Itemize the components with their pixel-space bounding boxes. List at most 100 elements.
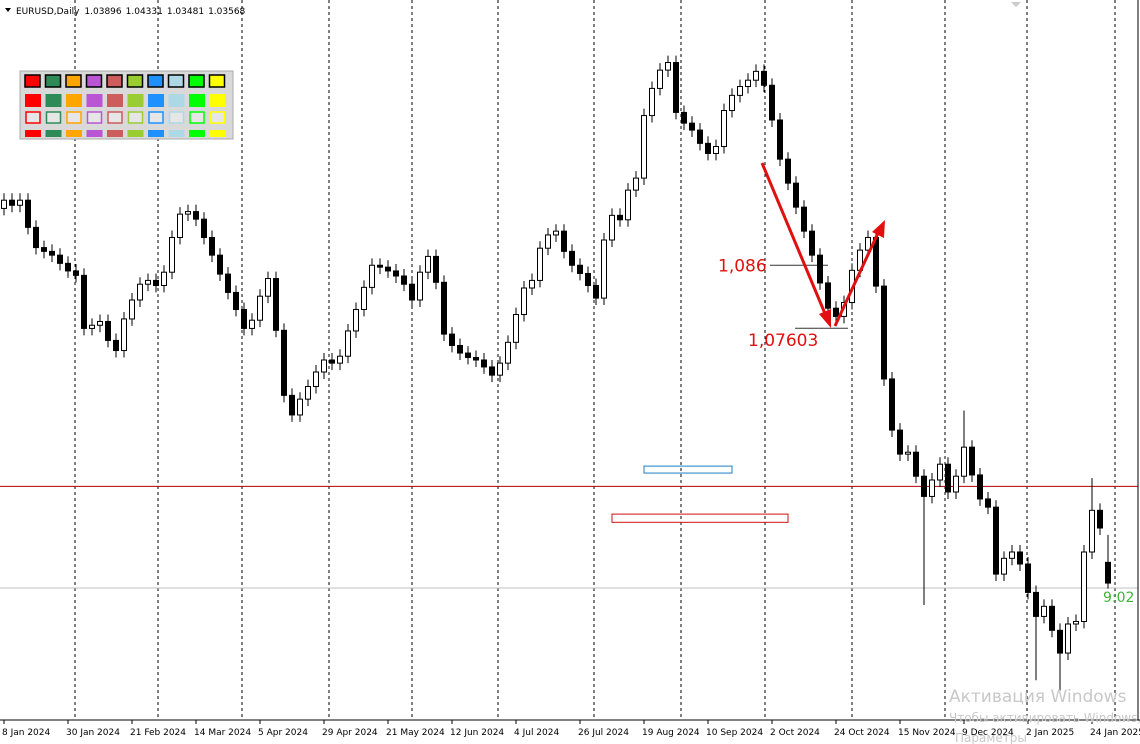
candle-body bbox=[905, 451, 911, 455]
swatch-bar[interactable] bbox=[168, 130, 185, 137]
candle-body bbox=[393, 270, 399, 277]
color-palette[interactable] bbox=[19, 70, 234, 140]
swatch-bar[interactable] bbox=[148, 130, 164, 137]
candle-body bbox=[697, 129, 703, 144]
swatch-bar[interactable] bbox=[189, 130, 205, 137]
swatch-filled[interactable] bbox=[45, 94, 62, 107]
swatch-outline[interactable] bbox=[66, 111, 82, 124]
swatch-bordered[interactable] bbox=[147, 74, 164, 88]
swatch-bordered[interactable] bbox=[85, 74, 103, 88]
candle-body bbox=[785, 158, 791, 184]
candle-body bbox=[209, 236, 215, 256]
candle-body bbox=[873, 236, 879, 287]
candle-body bbox=[793, 182, 799, 208]
candle-body bbox=[121, 318, 127, 352]
swatch-filled[interactable] bbox=[25, 94, 41, 107]
swatch-bar[interactable] bbox=[209, 130, 226, 137]
swatch-outline[interactable] bbox=[86, 111, 103, 124]
x-tick-label: 10 Sep 2024 bbox=[706, 728, 763, 738]
swatch-outline[interactable] bbox=[189, 111, 205, 124]
x-tick-label: 30 Jan 2024 bbox=[66, 728, 120, 738]
swatch-bordered[interactable] bbox=[65, 74, 82, 88]
swatch-outline[interactable] bbox=[45, 111, 62, 124]
swatch-outline[interactable] bbox=[107, 111, 123, 124]
swatch-filled[interactable] bbox=[66, 94, 82, 107]
swatch-bordered[interactable] bbox=[106, 74, 123, 88]
swatch-bar[interactable] bbox=[107, 130, 123, 137]
candle-body bbox=[289, 394, 295, 416]
candle-body bbox=[1017, 551, 1023, 565]
watermark-link[interactable]: Параметры bbox=[955, 731, 1027, 744]
swatch-bar[interactable] bbox=[45, 130, 62, 137]
swatch-filled[interactable] bbox=[168, 94, 185, 107]
candle-body bbox=[577, 264, 583, 274]
swatch-outline[interactable] bbox=[209, 111, 226, 124]
swatch-bordered[interactable] bbox=[126, 74, 144, 88]
candle-body bbox=[745, 79, 751, 88]
candle-body bbox=[625, 189, 631, 221]
swatch-outline[interactable] bbox=[25, 111, 41, 124]
candle-body bbox=[977, 474, 983, 500]
x-tick-label: 9 Dec 2024 bbox=[962, 728, 1014, 738]
x-tick-label: 29 Apr 2024 bbox=[322, 728, 378, 738]
candle-body bbox=[345, 330, 351, 357]
trend-arrows bbox=[760, 162, 885, 328]
swatch-filled[interactable] bbox=[86, 94, 103, 107]
candle-body bbox=[185, 211, 191, 215]
x-labels: 8 Jan 2024 30 Jan 2024 21 Feb 2024 14 Mar 2… bbox=[2, 720, 1140, 738]
swatch-filled[interactable] bbox=[189, 94, 205, 107]
candle-body bbox=[377, 264, 383, 268]
swatch-filled[interactable] bbox=[127, 94, 144, 107]
swatch-bordered[interactable] bbox=[188, 74, 205, 88]
ohlc-close: 1.03568 bbox=[208, 7, 245, 17]
candle-body bbox=[609, 214, 615, 241]
swatch-bordered[interactable] bbox=[24, 74, 41, 88]
candle-body bbox=[73, 270, 79, 276]
candle-body bbox=[705, 142, 711, 154]
candle-body bbox=[369, 264, 375, 288]
bar-timer: 9:02 bbox=[1103, 590, 1134, 606]
candle-body bbox=[729, 94, 735, 112]
candle-body bbox=[257, 295, 263, 321]
swatch-outline[interactable] bbox=[148, 111, 164, 124]
arrow-head bbox=[872, 220, 885, 238]
candle-body bbox=[353, 308, 359, 332]
candle-body bbox=[81, 274, 87, 329]
swatch-bar[interactable] bbox=[127, 130, 144, 137]
watermark-text: Чтобы активировать Windows, bbox=[949, 711, 1140, 725]
candle-body bbox=[513, 314, 519, 343]
candle-body bbox=[1065, 623, 1071, 654]
swatch-bordered[interactable] bbox=[44, 74, 62, 88]
swatch-outline[interactable] bbox=[127, 111, 144, 124]
candle-body bbox=[1097, 509, 1103, 529]
x-tick-label: 2 Jan 2025 bbox=[1026, 728, 1074, 738]
swatch-bordered[interactable] bbox=[208, 74, 226, 88]
candle-body bbox=[969, 446, 975, 476]
candle-body bbox=[1081, 551, 1087, 622]
swatch-bar[interactable] bbox=[25, 130, 41, 137]
swatch-bar[interactable] bbox=[66, 130, 82, 137]
x-tick-label: 8 Jan 2024 bbox=[2, 728, 50, 738]
candle-body bbox=[481, 359, 487, 368]
candle-body bbox=[1033, 591, 1039, 617]
swatch-bar[interactable] bbox=[86, 130, 103, 137]
swatch-filled[interactable] bbox=[148, 94, 164, 107]
candle-body bbox=[737, 86, 743, 96]
candle-body bbox=[89, 324, 95, 329]
candle-body bbox=[249, 319, 255, 329]
candle-body bbox=[305, 386, 311, 400]
candle-body bbox=[825, 282, 831, 309]
candle-body bbox=[953, 475, 959, 493]
candle-body bbox=[441, 281, 447, 335]
swatch-outline[interactable] bbox=[168, 111, 185, 124]
candle-body bbox=[297, 398, 303, 416]
swatch-filled[interactable] bbox=[107, 94, 123, 107]
menu-triangle[interactable] bbox=[5, 8, 11, 12]
candle-body bbox=[129, 299, 135, 320]
candle-body bbox=[145, 279, 151, 285]
candle-body bbox=[945, 463, 951, 493]
swatch-filled[interactable] bbox=[209, 94, 226, 107]
candle-body bbox=[665, 62, 671, 71]
swatch-bordered[interactable] bbox=[167, 74, 185, 88]
candle-body bbox=[433, 255, 439, 283]
